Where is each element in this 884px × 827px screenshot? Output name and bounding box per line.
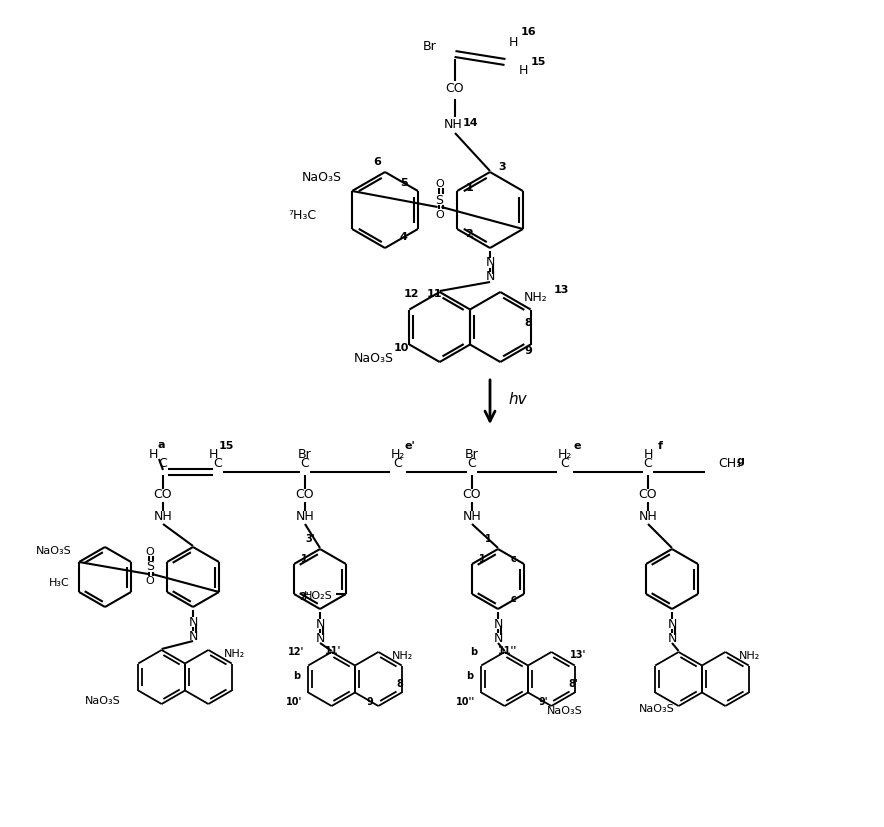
Text: 2: 2: [465, 229, 473, 239]
Text: C: C: [301, 457, 309, 470]
Text: 16: 16: [521, 27, 537, 37]
Text: 8: 8: [524, 318, 532, 328]
Text: f: f: [658, 441, 662, 451]
Text: C: C: [393, 457, 402, 470]
Text: 4: 4: [400, 232, 408, 242]
Text: C: C: [560, 457, 569, 470]
Text: NH: NH: [444, 118, 462, 131]
Text: NH: NH: [462, 510, 482, 523]
Text: NH: NH: [295, 510, 315, 523]
Text: NaO₃S: NaO₃S: [86, 696, 121, 706]
Text: c: c: [511, 594, 517, 604]
Text: 3': 3': [305, 534, 315, 544]
Text: NaO₃S: NaO₃S: [354, 352, 394, 365]
Text: 13: 13: [554, 285, 569, 295]
Text: H: H: [149, 447, 157, 461]
Text: H: H: [509, 36, 518, 49]
Text: N: N: [188, 615, 198, 629]
Text: NaO₃S: NaO₃S: [302, 171, 342, 184]
Text: C: C: [158, 457, 167, 470]
Text: 8: 8: [397, 680, 403, 690]
Text: N: N: [485, 270, 495, 284]
Text: HO₂S: HO₂S: [304, 591, 333, 601]
Text: N: N: [493, 632, 503, 644]
Text: N: N: [485, 256, 495, 270]
Text: NaO₃S: NaO₃S: [547, 706, 583, 716]
Text: 11: 11: [427, 289, 442, 299]
Text: 9': 9': [538, 697, 548, 707]
Text: H: H: [644, 447, 652, 461]
Text: 15: 15: [531, 57, 546, 67]
Text: CO: CO: [638, 489, 658, 501]
Text: H: H: [519, 64, 529, 77]
Text: N: N: [316, 618, 324, 630]
Text: b: b: [470, 647, 477, 657]
Text: 12': 12': [288, 647, 305, 657]
Text: CO: CO: [446, 83, 464, 95]
Text: S: S: [146, 561, 154, 573]
Text: NH₂: NH₂: [739, 651, 760, 661]
Text: N: N: [667, 618, 676, 630]
Text: O: O: [435, 210, 444, 220]
Text: Br: Br: [423, 40, 437, 52]
Text: 5: 5: [400, 178, 408, 188]
Text: O: O: [146, 576, 155, 586]
Text: ⁷H₃C: ⁷H₃C: [288, 209, 316, 222]
Text: Br: Br: [298, 447, 312, 461]
Text: 10: 10: [393, 343, 409, 353]
Text: CO: CO: [462, 489, 481, 501]
Text: 1: 1: [465, 183, 473, 193]
Text: 1: 1: [301, 554, 308, 564]
Text: C: C: [644, 457, 652, 470]
Text: C: C: [468, 457, 476, 470]
Text: 12: 12: [404, 289, 419, 299]
Text: 1: 1: [484, 534, 492, 544]
Text: H₃C: H₃C: [50, 578, 70, 588]
Text: NH₂: NH₂: [523, 291, 547, 304]
Text: O: O: [146, 547, 155, 557]
Text: 13': 13': [570, 650, 587, 660]
Text: O: O: [435, 179, 444, 189]
Text: NaO₃S: NaO₃S: [639, 704, 674, 714]
Text: hv: hv: [508, 393, 528, 408]
Text: Br: Br: [465, 447, 479, 461]
Text: 9: 9: [524, 347, 532, 356]
Text: NH₂: NH₂: [224, 649, 245, 659]
Text: N: N: [493, 618, 503, 630]
Text: c: c: [511, 554, 517, 564]
Text: 11': 11': [324, 646, 341, 656]
Text: 14: 14: [463, 118, 479, 128]
Text: C: C: [214, 457, 223, 470]
Text: b: b: [293, 672, 300, 681]
Text: NH: NH: [154, 510, 172, 523]
Text: NaO₃S: NaO₃S: [36, 547, 72, 557]
Text: 8': 8': [568, 680, 578, 690]
Text: a: a: [157, 440, 164, 450]
Text: 6: 6: [373, 157, 381, 167]
Text: CO: CO: [154, 489, 172, 501]
Text: 11'': 11'': [498, 646, 517, 656]
Text: S: S: [436, 194, 444, 207]
Text: NH: NH: [638, 510, 658, 523]
Text: H₂: H₂: [391, 447, 405, 461]
Text: 2': 2': [299, 592, 309, 602]
Text: H₂: H₂: [558, 447, 572, 461]
Text: e: e: [573, 441, 581, 451]
Text: 10'': 10'': [455, 697, 475, 707]
Text: N: N: [316, 632, 324, 644]
Text: CO: CO: [295, 489, 315, 501]
Text: H: H: [209, 447, 217, 461]
Text: b: b: [466, 672, 473, 681]
Text: 3: 3: [499, 162, 506, 172]
Text: N: N: [188, 629, 198, 643]
Text: N: N: [667, 632, 676, 644]
Text: g: g: [736, 456, 744, 466]
Text: 1: 1: [478, 554, 485, 564]
Text: NH₂: NH₂: [392, 651, 414, 661]
Text: e': e': [405, 441, 415, 451]
Text: 15: 15: [218, 441, 233, 451]
Text: 10': 10': [286, 697, 302, 707]
Text: 9: 9: [367, 697, 374, 707]
Text: CH₃: CH₃: [718, 457, 741, 470]
